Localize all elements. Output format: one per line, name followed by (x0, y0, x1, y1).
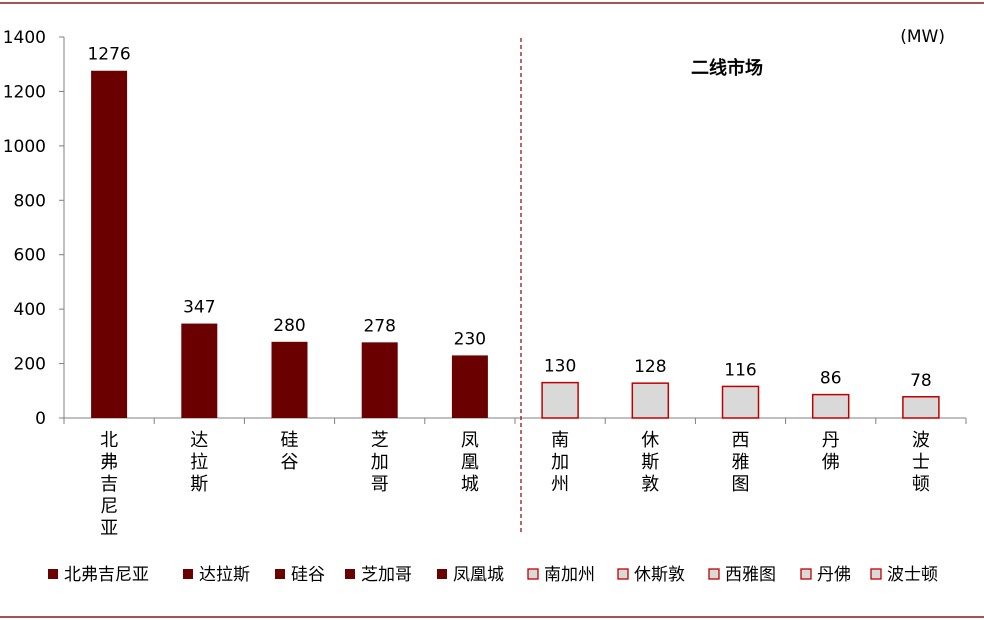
category-label: 北弗吉尼亚 (100, 430, 118, 539)
legend-swatch (708, 568, 720, 580)
data-label: 1276 (87, 45, 130, 65)
category-label: 南加州 (551, 430, 569, 495)
legend-label: 南加州 (544, 565, 595, 585)
category-label: 硅谷 (281, 430, 299, 473)
legend-swatch (275, 569, 285, 579)
legend-swatch (617, 568, 629, 580)
bar (91, 70, 128, 418)
bar (631, 382, 670, 419)
bar (721, 385, 760, 419)
legend-swatch (437, 569, 447, 579)
data-label: 278 (363, 316, 395, 336)
category-label: 丹佛 (822, 430, 840, 473)
bar (181, 323, 218, 418)
data-label: 280 (273, 316, 305, 336)
category-label: 凤凰城 (461, 430, 479, 495)
legend: 北弗吉尼亚 达拉斯 硅谷 芝加哥 凤凰城 南加州 休斯敦 西雅图 丹佛 波士顿 (48, 565, 938, 585)
secondary-market-annotation: 二线市场 (691, 57, 763, 79)
y-tick-label: 1200 (3, 82, 46, 102)
category-label: 休斯敦 (641, 430, 659, 495)
bar (361, 342, 398, 418)
data-label: 86 (820, 369, 842, 389)
legend-label: 芝加哥 (361, 565, 412, 585)
y-tick-label: 1400 (3, 28, 46, 48)
legend-swatch (183, 569, 193, 579)
data-label: 130 (544, 357, 576, 377)
category-label: 芝加哥 (371, 430, 389, 495)
y-tick-label: 0 (35, 409, 46, 429)
legend-swatch (870, 568, 882, 580)
legend-label: 波士顿 (887, 565, 938, 585)
y-axis: 0 200 400 600 800 1000 1200 1400 (3, 28, 65, 429)
legend-label: 丹佛 (817, 565, 851, 585)
bar (541, 381, 579, 419)
data-label: 116 (724, 360, 756, 380)
legend-label: 休斯敦 (634, 565, 685, 585)
data-label: 78 (910, 371, 932, 391)
bar (811, 393, 850, 419)
y-tick-label: 800 (14, 191, 46, 211)
data-label: 347 (183, 298, 215, 318)
legend-label: 凤凰城 (453, 565, 504, 585)
data-labels: 1276 347 280 278 230 130 128 116 86 78 (87, 45, 931, 391)
data-label: 128 (634, 357, 666, 377)
bar (271, 341, 308, 418)
data-label: 230 (454, 329, 486, 349)
x-axis (63, 417, 967, 424)
y-tick-label: 1000 (3, 137, 46, 157)
y-tick-label: 600 (14, 246, 46, 266)
category-label: 波士顿 (912, 430, 930, 495)
legend-swatch (48, 569, 58, 579)
category-label: 达拉斯 (190, 430, 208, 495)
y-tick-label: 400 (14, 300, 46, 320)
bar (451, 355, 488, 418)
legend-label: 硅谷 (291, 565, 325, 585)
category-labels: 北弗吉尼亚 达拉斯 硅谷 芝加哥 凤凰城 南加州 休斯敦 西雅图 丹佛 波士顿 (100, 430, 930, 539)
bar (902, 396, 940, 419)
category-label: 西雅图 (732, 430, 750, 495)
legend-label: 北弗吉尼亚 (64, 565, 149, 585)
unit-label: (MW) (900, 27, 945, 47)
legend-label: 达拉斯 (199, 565, 250, 585)
legend-swatch (527, 568, 539, 580)
legend-swatch (345, 569, 355, 579)
legend-label: 西雅图 (725, 565, 776, 585)
legend-swatch (800, 568, 812, 580)
y-tick-label: 200 (14, 355, 46, 375)
bars (91, 70, 940, 419)
